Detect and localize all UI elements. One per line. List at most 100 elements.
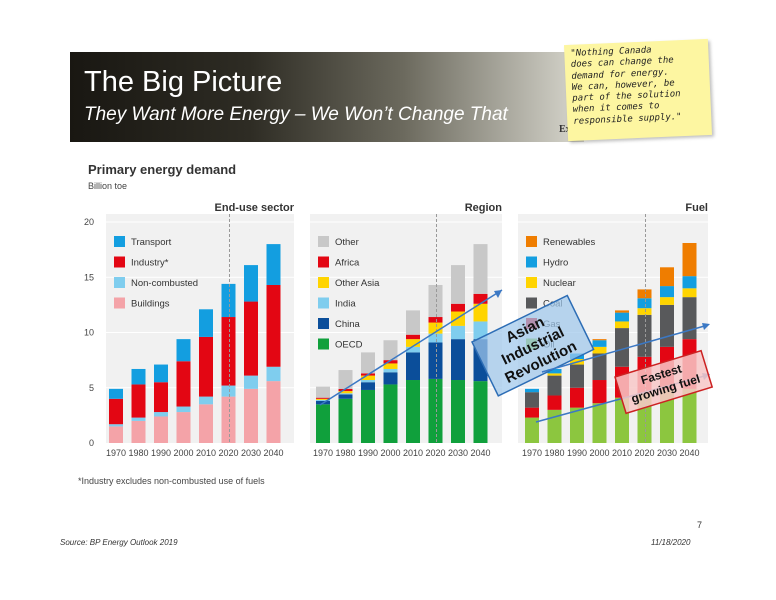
bar-oecd-1980	[338, 398, 353, 443]
bar-non-combusted-2000	[176, 406, 191, 413]
bar-india-1990	[361, 380, 375, 383]
bar-nuclear-2040	[682, 288, 697, 298]
legend-label-africa: Africa	[335, 258, 360, 269]
legend-swatch-hydro	[526, 256, 537, 268]
legend-label-industry: Industry*	[131, 258, 169, 269]
y-tick-label: 0	[89, 438, 94, 448]
bar-china-2020	[428, 342, 443, 379]
bar-buildings-1990	[154, 416, 168, 443]
bar-oecd-2040	[473, 381, 488, 443]
legend-swatch-other-asia	[318, 277, 329, 288]
bar-transport-1980	[131, 368, 146, 385]
x-tick-label: 2010	[403, 448, 423, 458]
legend-label-china: China	[335, 319, 361, 330]
bar-gas-1970	[525, 407, 539, 418]
bar-non-combusted-2010	[199, 396, 213, 405]
x-tick-label: 2020	[634, 448, 654, 458]
bar-buildings-2010	[199, 404, 213, 443]
legend-swatch-other	[318, 236, 329, 247]
bar-industry-2000	[176, 361, 191, 407]
bar-nuclear-2000	[592, 346, 607, 354]
legend-label-other: Other	[335, 237, 359, 248]
bar-coal-2010	[615, 328, 629, 367]
bar-industry-2020	[221, 317, 236, 386]
slide-title: The Big Picture	[84, 66, 283, 98]
bar-other-asia-2010	[406, 339, 420, 347]
bar-other-1970	[316, 386, 330, 398]
bar-india-1980	[338, 393, 353, 395]
bar-transport-1970	[109, 388, 123, 399]
source-note: Source: BP Energy Outlook 2019	[60, 538, 178, 547]
x-tick-label: 1990	[151, 448, 171, 458]
x-tick-label: 1990	[358, 448, 378, 458]
bar-africa-2040	[473, 293, 488, 304]
bar-other-asia-1970	[316, 398, 330, 400]
legend-label-oecd: OECD	[335, 340, 363, 351]
bar-industry-2010	[199, 336, 213, 397]
bar-hydro-2030	[660, 286, 674, 298]
bar-india-2040	[473, 321, 488, 340]
bar-non-combusted-2040	[266, 366, 281, 382]
slide-subtitle: They Want More Energy – We Won’t Change …	[84, 104, 508, 125]
bar-transport-2010	[199, 309, 213, 337]
legend-label-transport: Transport	[131, 237, 172, 248]
x-tick-label: 1990	[567, 448, 587, 458]
legend-label-nuclear: Nuclear	[543, 278, 576, 289]
bar-africa-1970	[316, 397, 330, 399]
legend-swatch-africa	[318, 256, 329, 268]
x-tick-label: 1970	[522, 448, 542, 458]
bar-other-2040	[473, 244, 488, 294]
bar-hydro-2010	[615, 312, 629, 322]
bar-other-2010	[406, 310, 420, 335]
bar-transport-2020	[221, 283, 236, 318]
bar-other-asia-2000	[383, 363, 398, 369]
bar-hydro-2000	[592, 340, 607, 347]
legend-label-non-combusted: Non-combusted	[131, 278, 198, 289]
bar-non-combusted-1970	[109, 424, 123, 427]
bar-oecd-2000	[383, 384, 398, 443]
x-tick-label: 2040	[470, 448, 490, 458]
bar-china-2010	[406, 352, 420, 381]
bar-industry-1970	[109, 398, 123, 425]
x-tick-label: 2030	[657, 448, 677, 458]
bar-renewables-2010	[615, 310, 629, 313]
bar-oil-1990	[570, 407, 584, 443]
title-banner: The Big Picture They Want More Energy – …	[70, 52, 584, 142]
bar-india-2020	[428, 333, 443, 343]
y-tick-label: 15	[84, 272, 94, 282]
bar-india-2030	[451, 325, 465, 340]
x-tick-label: 2010	[612, 448, 632, 458]
bar-india-1970	[316, 399, 330, 402]
bar-oil-2040	[682, 388, 697, 443]
bar-oil-1980	[547, 409, 562, 443]
legend-label-buildings: Buildings	[131, 299, 170, 310]
bar-nuclear-2010	[615, 321, 629, 329]
bar-india-2000	[383, 368, 398, 373]
y-tick-label: 5	[89, 383, 94, 393]
bar-china-2000	[383, 372, 398, 385]
bar-transport-1990	[154, 364, 168, 383]
trend-arrow-asia	[319, 289, 503, 406]
trend-arrow-fuel	[541, 324, 709, 373]
bar-other-1990	[361, 352, 375, 374]
bar-industry-2030	[244, 301, 258, 376]
bar-oil-2030	[660, 389, 674, 443]
legend-swatch-buildings	[114, 297, 125, 309]
bar-transport-2030	[244, 265, 258, 302]
bar-coal-2000	[592, 353, 607, 381]
x-tick-label: 1980	[128, 448, 148, 458]
x-tick-label: 2000	[380, 448, 400, 458]
legend-swatch-china	[318, 318, 329, 329]
legend-swatch-renewables	[526, 236, 537, 247]
bar-gas-2000	[592, 380, 607, 404]
panel-title-fuel: Fuel	[685, 202, 708, 214]
y-tick-label: 20	[84, 217, 94, 227]
figure-title: Primary energy demand	[88, 162, 237, 177]
figure-footnote: *Industry excludes non-combusted use of …	[78, 476, 265, 486]
x-tick-label: 2000	[589, 448, 609, 458]
legend-swatch-coal	[526, 297, 537, 309]
bar-hydro-2020	[637, 298, 652, 309]
legend-label-other-asia: Other Asia	[335, 278, 380, 289]
logo-text: Ex	[559, 124, 571, 135]
bar-buildings-2030	[244, 388, 258, 443]
